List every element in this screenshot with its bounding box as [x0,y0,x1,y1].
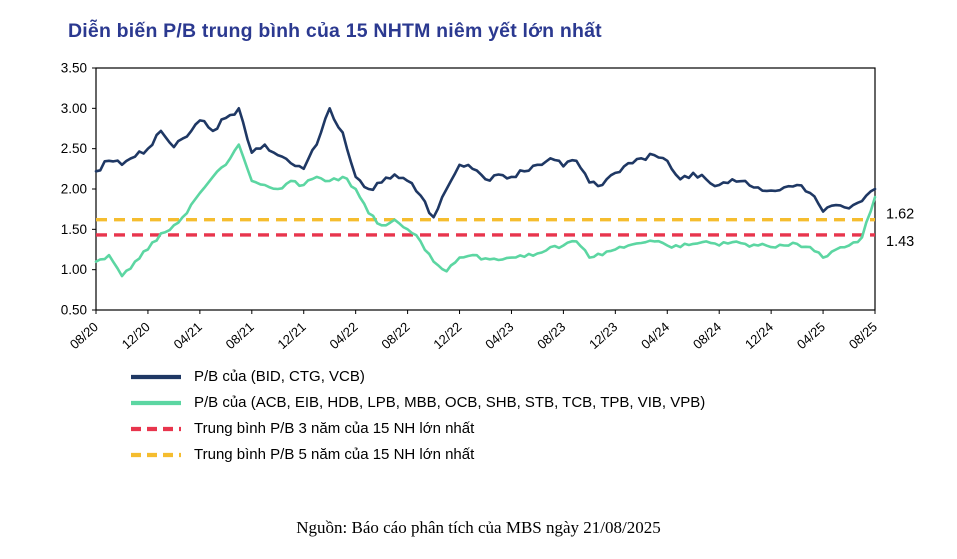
pb-chart-area: 0.50 1.00 1.50 2.00 2.50 3.00 3.50 08/20 12/20 04… [40,55,920,375]
x-axis-tick-label: 08/24 [690,319,724,352]
legend-swatch-line [131,374,181,379]
y-axis-tick-label: 3.00 [61,101,87,116]
x-axis-tick-label: 12/21 [275,319,309,352]
reference-value-label: 1.62 [886,207,914,223]
y-axis-tick-label: 3.50 [61,61,87,76]
x-axis-tick-label: 12/22 [430,319,464,352]
legend-swatch-line [131,426,181,431]
y-axis-tick-label: 2.00 [61,182,87,197]
x-axis-tick-label: 12/24 [742,319,776,352]
x-axis-tick-label: 08/22 [378,319,412,352]
pb-line-chart: 0.50 1.00 1.50 2.00 2.50 3.00 3.50 08/20 12/20 04… [61,61,915,353]
chart-title: Diễn biến P/B trung bình của 15 NHTM niê… [68,20,602,42]
x-axis-tick-label: 08/23 [534,319,568,352]
y-axis-tick-label: 2.50 [61,141,87,156]
y-axis-tick-label: 0.50 [61,303,87,318]
legend-item: P/B của (BID, CTG, VCB) [130,368,705,385]
chart-legend: P/B của (BID, CTG, VCB) P/B của (ACB, EIB… [130,368,705,463]
reference-value-label: 1.43 [886,234,914,250]
x-axis-tick-label: 04/24 [638,319,672,352]
source-caption: Nguồn: Báo cáo phân tích của MBS ngày 21… [296,518,661,537]
legend-swatch-line [131,452,181,457]
legend-label: Trung bình P/B 5 năm của 15 NH lớn nhất [194,446,475,463]
series-line-0 [94,107,877,219]
x-axis-tick-label: 08/21 [223,319,257,352]
legend-label: Trung bình P/B 3 năm của 15 NH lớn nhất [194,420,475,437]
legend-swatch-line [131,400,181,405]
x-axis-tick-label: 08/25 [846,319,880,352]
x-axis-tick-label: 12/23 [586,319,620,352]
legend-item: Trung bình P/B 3 năm của 15 NH lớn nhất [130,420,705,437]
legend-item: Trung bình P/B 5 năm của 15 NH lớn nhất [130,446,705,463]
y-axis-tick-label: 1.50 [61,222,87,237]
y-axis-tick-label: 1.00 [61,262,87,277]
x-axis-tick-label: 04/25 [794,319,828,352]
x-axis-tick-label: 04/22 [326,319,360,352]
x-axis-tick-label: 12/20 [119,319,153,352]
legend-label: P/B của (BID, CTG, VCB) [194,368,365,385]
legend-label: P/B của (ACB, EIB, HDB, LPB, MBB, OCB, S… [194,394,706,411]
legend-item: P/B của (ACB, EIB, HDB, LPB, MBB, OCB, S… [130,394,705,411]
series-line-1 [94,143,877,278]
x-axis-tick-label: 08/20 [67,319,101,352]
x-axis-tick-label: 04/21 [171,319,205,352]
x-axis-tick-label: 04/23 [482,319,516,352]
